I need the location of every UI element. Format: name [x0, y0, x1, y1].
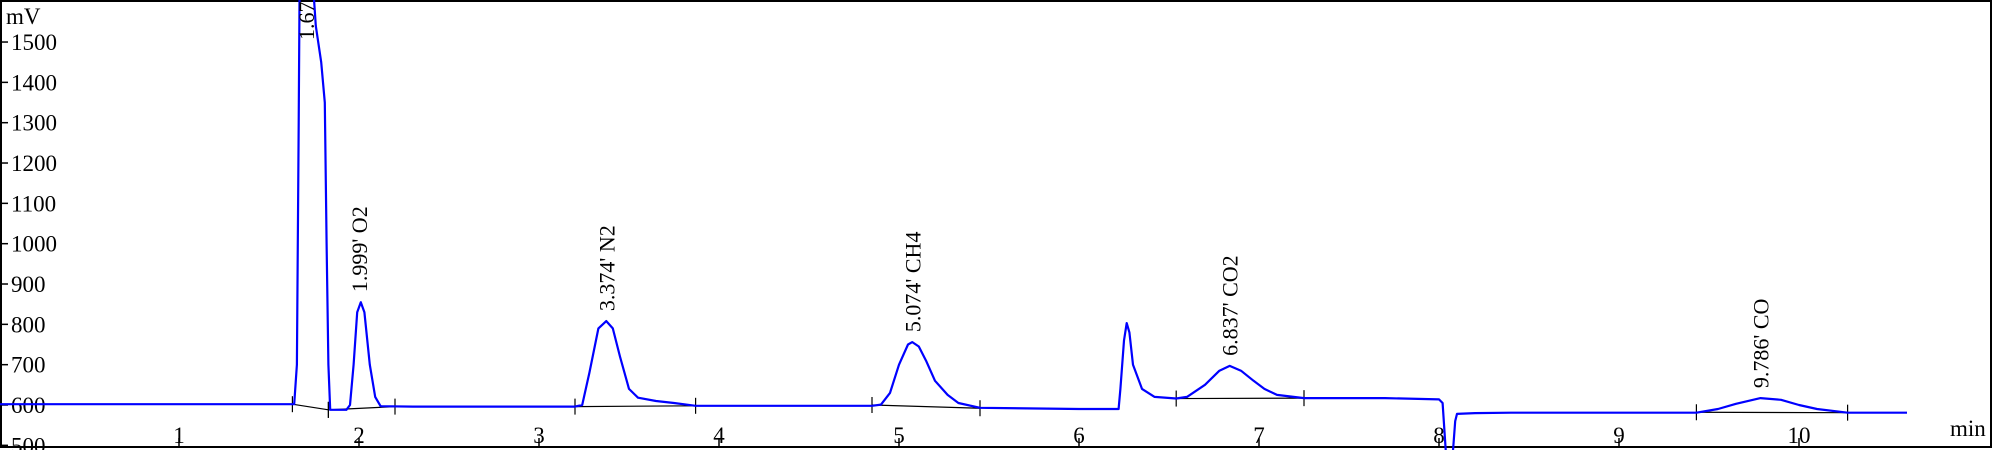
y-axis-unit-label: mV — [6, 4, 41, 29]
y-tick-label: 1400 — [11, 70, 57, 95]
y-tick-label: 1100 — [11, 191, 56, 216]
peak-label: 9.786' CO — [1748, 299, 1773, 389]
y-tick-label: 500 — [11, 433, 46, 450]
peak-label: 1.999' O2 — [347, 206, 372, 292]
integration-baseline — [871, 404, 981, 409]
x-tick-label: 9 — [1613, 423, 1625, 448]
peak-label: 6.837' CO2 — [1218, 255, 1243, 356]
x-tick-label: 8 — [1433, 423, 1445, 448]
y-tick-label: 1300 — [11, 111, 57, 136]
x-tick-label: 5 — [893, 423, 905, 448]
y-tick-label: 1000 — [11, 232, 57, 257]
peak-label: 1.67 — [294, 2, 319, 41]
x-tick-label: 1 — [173, 423, 185, 448]
y-tick-label: 700 — [11, 353, 46, 378]
x-axis-unit-label: min — [1950, 416, 1986, 441]
y-tick-label: 600 — [11, 393, 46, 418]
x-tick-label: 3 — [533, 423, 545, 448]
y-tick-label: 800 — [11, 312, 46, 337]
peak-label: 3.374' N2 — [594, 225, 619, 311]
x-tick-label: 10 — [1788, 423, 1811, 448]
integration-baseline — [292, 403, 329, 411]
chromatogram-trace — [0, 0, 1907, 450]
x-tick-label: 6 — [1073, 423, 1085, 448]
y-tick-label: 900 — [11, 272, 46, 297]
integration-baseline — [574, 405, 696, 408]
y-tick-label: 1200 — [11, 151, 57, 176]
x-tick-label: 7 — [1253, 423, 1265, 448]
x-tick-label: 4 — [713, 423, 725, 448]
y-tick-label: 1500 — [11, 30, 57, 55]
x-tick-label: 2 — [353, 423, 365, 448]
peak-label: 5.074' CH4 — [900, 232, 925, 333]
